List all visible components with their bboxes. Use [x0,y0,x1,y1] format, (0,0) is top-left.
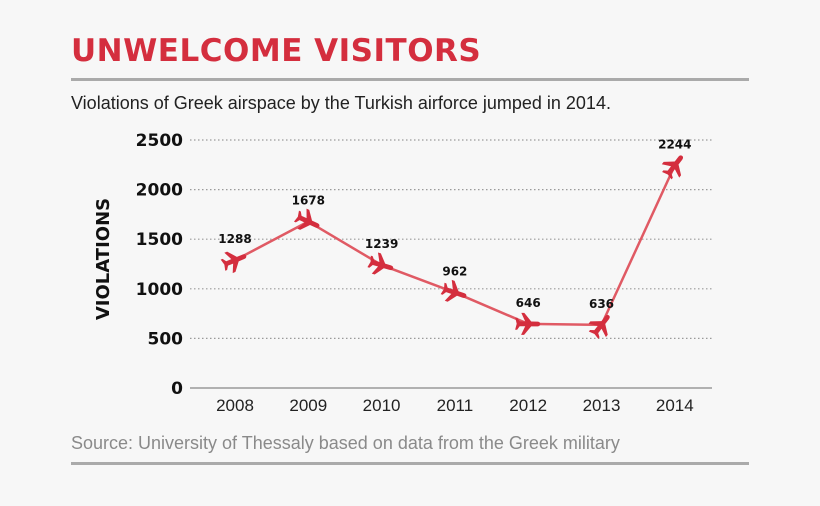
airplane-icon [661,155,684,180]
y-tick-label: 0 [171,379,183,399]
markers [220,155,684,339]
y-tick-label: 1500 [136,230,183,250]
x-tick-label: 2014 [656,396,694,415]
data-labels: 1288 1678 1239 962 646 636 2244 [218,137,691,311]
data-label: 1239 [365,237,398,251]
data-label: 1678 [292,194,325,208]
x-tick-label: 2012 [509,396,547,415]
source-note: Source: University of Thessaly based on … [71,433,620,453]
chart-title: UNWELCOME VISITORS [71,33,482,69]
data-label: 962 [442,265,467,279]
x-tick-label: 2011 [437,396,474,415]
y-axis-label: VIOLATIONS [93,198,114,320]
airplane-icon [220,251,247,274]
chart-subtitle: Violations of Greek airspace by the Turk… [71,93,611,113]
axes: VIOLATIONS 0 500 1000 1500 2000 2500 2008 2009 20… [93,131,694,415]
x-tick-label: 2013 [583,396,621,415]
data-label: 646 [516,296,541,310]
x-tick-label: 2009 [289,396,327,415]
data-label: 1288 [218,232,251,246]
footer-divider [71,462,749,465]
airplane-icon [367,252,394,275]
x-tick-label: 2010 [363,396,401,415]
airplane-icon [440,279,467,302]
y-tick-label: 2000 [136,181,183,201]
airplane-icon [588,314,610,339]
y-tick-label: 1000 [136,280,183,300]
title-divider [71,78,749,81]
data-label: 636 [589,297,614,311]
x-tick-label: 2008 [216,396,254,415]
airplane-icon [293,208,320,230]
y-tick-label: 500 [148,329,184,349]
y-tick-label: 2500 [136,131,183,151]
data-label: 2244 [658,137,691,151]
airplane-icon [515,312,541,335]
